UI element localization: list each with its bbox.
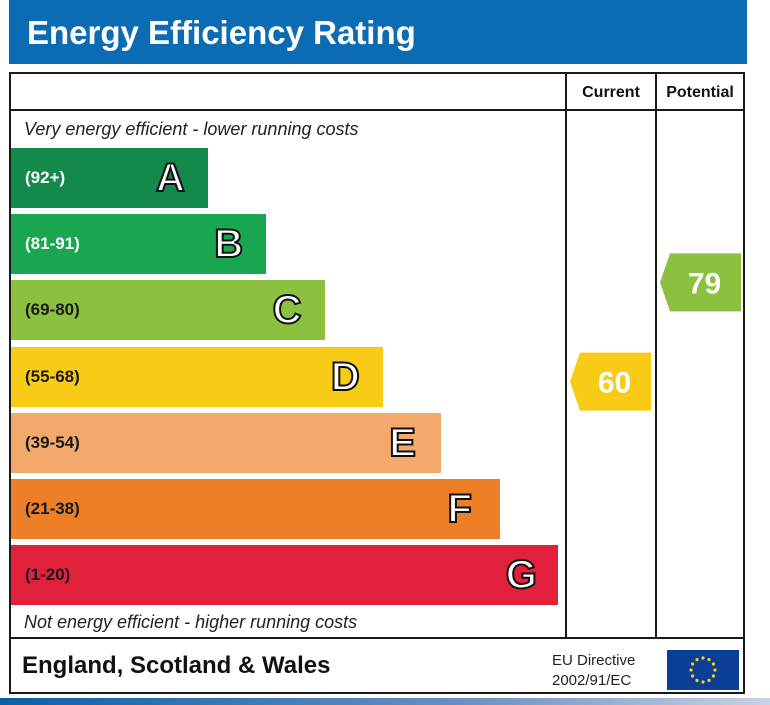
band-a: (92+) A [11, 148, 208, 208]
band-letter: C [272, 287, 303, 333]
band-f: (21-38) F [11, 479, 500, 539]
header-divider [9, 109, 745, 111]
eu-flag-icon [667, 650, 739, 690]
eu-directive: EU Directive 2002/91/EC [552, 651, 635, 691]
band-range-label: (81-91) [25, 234, 80, 254]
top-caption: Very energy efficient - lower running co… [24, 119, 359, 139]
band-range-label: (21-38) [25, 499, 80, 518]
region-label: England, Scotland & Wales [22, 652, 331, 679]
band-e: (39-54) E [11, 412, 442, 473]
chart-title: Energy Efficiency Rating [27, 14, 416, 51]
band-letter: B [213, 221, 244, 267]
band-b: (81-91) B [11, 214, 267, 275]
band-letter: E [388, 420, 417, 466]
potential-column-header: Potential [666, 84, 734, 101]
band-range-label: (1-20) [25, 565, 71, 585]
potential-column-divider [655, 72, 657, 639]
band-range-label: (55-68) [25, 366, 80, 386]
bottom-caption: Not energy efficient - higher running co… [24, 612, 358, 632]
eu-directive-line2: 2002/91/EC [552, 672, 632, 689]
band-range-label: (92+) [25, 168, 66, 187]
current-column-divider [565, 72, 567, 639]
current-column-header: Current [582, 84, 640, 101]
footer-divider [9, 637, 745, 639]
band-d: (55-68) D [11, 346, 383, 407]
rating-frame [9, 72, 745, 694]
band-letter: A [155, 155, 186, 201]
band-range-label: (39-54) [25, 432, 80, 452]
title-bar: Energy Efficiency Rating [9, 0, 747, 64]
eu-directive-line1: EU Directive [552, 652, 636, 669]
band-letter: F [446, 486, 472, 532]
bottom-strip [0, 698, 770, 705]
band-g: (1-20) G [11, 545, 558, 606]
band-letter: G [505, 552, 538, 598]
band-c: (69-80) C [11, 280, 325, 341]
band-letter: D [330, 354, 361, 400]
band-range-label: (69-80) [25, 300, 80, 320]
